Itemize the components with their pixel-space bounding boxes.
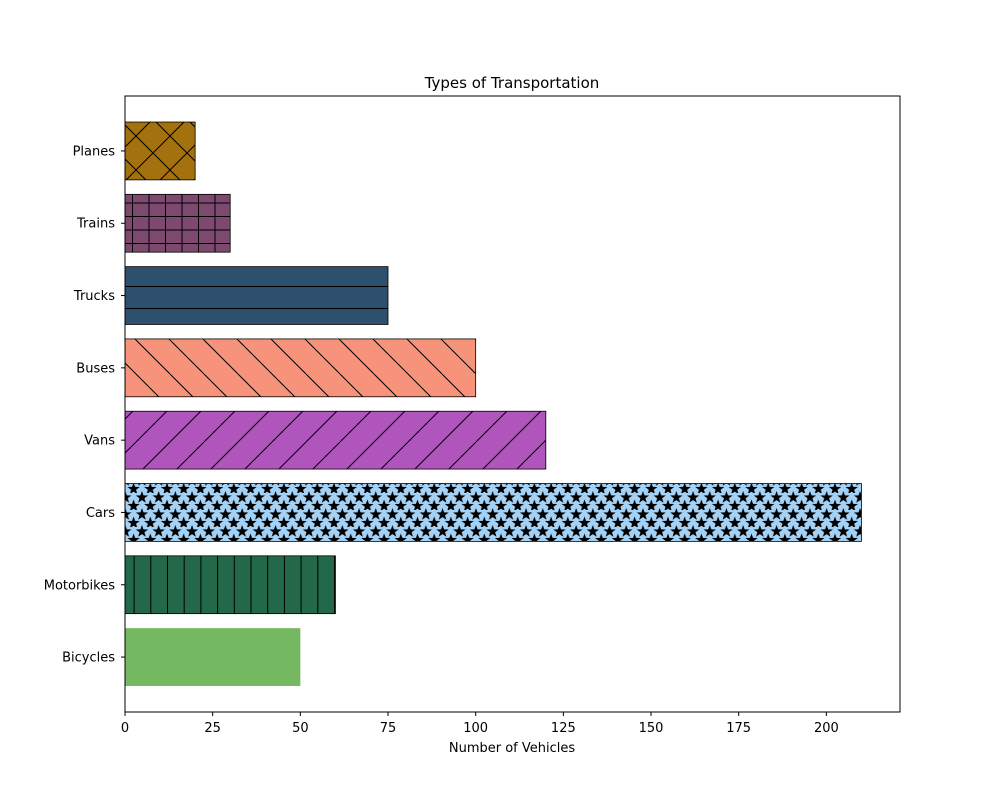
x-tick-label-175: 175	[726, 721, 751, 736]
bars-layer	[124, 121, 862, 686]
y-tick-label-vans: Vans	[84, 434, 115, 449]
x-tick-label-150: 150	[639, 721, 664, 736]
x-tick-label-125: 125	[551, 721, 576, 736]
y-axis: Bicycles Motorbikes Cars Vans Buses Trucks Tra…	[44, 144, 125, 666]
y-tick-label-cars: Cars	[86, 506, 115, 521]
x-tick-label-0: 0	[121, 721, 129, 736]
y-tick-label-trains: Trains	[76, 217, 115, 232]
bar-trucks	[124, 266, 389, 325]
bar-planes	[124, 121, 196, 181]
plot-frame	[124, 95, 901, 713]
y-tick-label-buses: Buses	[76, 361, 115, 376]
x-axis: 0 25 50 75 100 125 150 175 200	[121, 712, 839, 736]
x-tick-label-100: 100	[463, 721, 488, 736]
bar-bicycles	[125, 628, 301, 686]
bar-vans	[124, 410, 547, 470]
bar-buses	[124, 338, 477, 398]
x-tick-label-25: 25	[204, 721, 221, 736]
y-tick-label-trucks: Trucks	[73, 289, 115, 304]
x-axis-label: Number of Vehicles	[449, 741, 576, 756]
bar-motorbikes	[124, 555, 336, 615]
x-tick-label-200: 200	[814, 721, 839, 736]
y-tick-label-motorbikes: Motorbikes	[44, 578, 115, 593]
bar-trains	[124, 193, 231, 253]
chart-title: Types of Transportation	[424, 74, 600, 92]
x-tick-label-50: 50	[292, 721, 309, 736]
x-tick-label-75: 75	[380, 721, 397, 736]
bar-cars	[124, 483, 862, 542]
y-tick-label-planes: Planes	[73, 144, 116, 159]
y-tick-label-bicycles: Bicycles	[62, 651, 115, 666]
